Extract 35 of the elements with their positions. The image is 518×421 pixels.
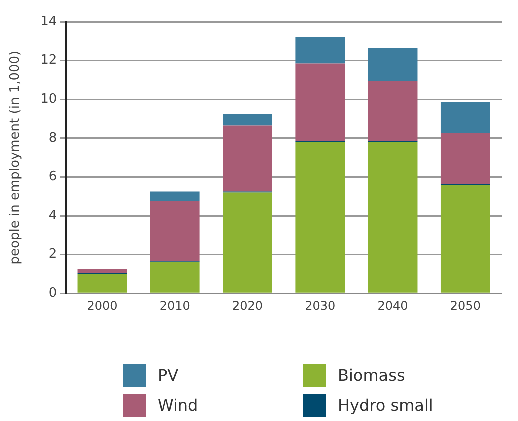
- y-tick-label: 4: [48, 208, 58, 224]
- x-tick-label: 2040: [378, 298, 408, 313]
- y-tick-label: 2: [48, 247, 58, 262]
- y-tick-label: 12: [40, 53, 58, 68]
- bar: [296, 64, 346, 142]
- bar: [296, 38, 346, 64]
- y-tick-label: 8: [48, 130, 58, 146]
- y-axis-title: people in employment (in 1,000): [8, 50, 24, 265]
- bar: [223, 192, 272, 293]
- bar: [223, 126, 272, 192]
- legend-label: Biomass: [338, 366, 406, 384]
- bar: [368, 142, 418, 293]
- bar: [440, 102, 490, 134]
- bar: [150, 262, 200, 293]
- legend-label: Wind: [158, 396, 198, 414]
- x-tick-label: 2030: [305, 298, 336, 313]
- y-tick-label: 0: [48, 286, 58, 301]
- legend-label: Hydro small: [338, 396, 434, 414]
- bar: [368, 48, 418, 82]
- y-tick-label: 10: [40, 92, 58, 107]
- bar: [440, 134, 490, 184]
- legend-label: PV: [158, 366, 179, 384]
- x-tick-label: 2010: [160, 298, 190, 313]
- bar: [296, 142, 346, 293]
- bar: [223, 114, 272, 126]
- x-tick-label: 2000: [87, 298, 118, 313]
- bar: [150, 201, 200, 262]
- x-tick-label: 2020: [232, 298, 264, 313]
- x-tick-label: 2050: [450, 298, 481, 313]
- bar: [78, 274, 128, 293]
- bar: [368, 81, 418, 142]
- bar: [440, 184, 490, 293]
- y-tick-label: 14: [40, 14, 58, 30]
- y-tick-label: 6: [48, 170, 58, 185]
- bar: [150, 192, 200, 202]
